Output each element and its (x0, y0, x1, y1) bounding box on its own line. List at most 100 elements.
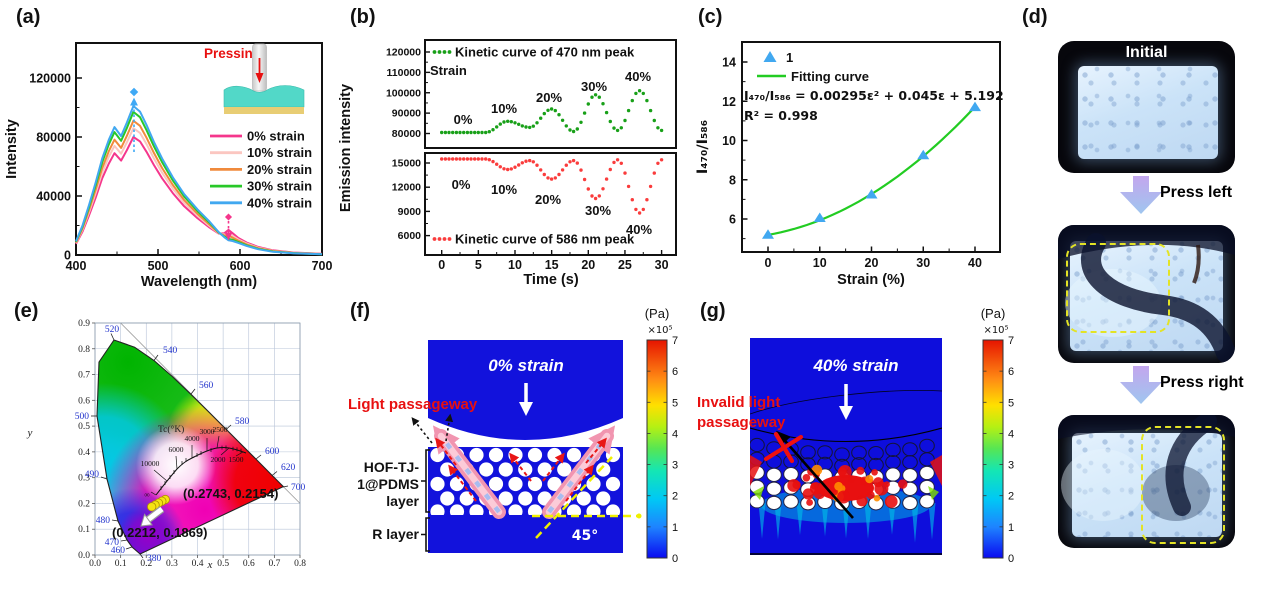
b-data-dot (491, 128, 495, 132)
b-data-dot (546, 108, 550, 113)
b-data-dot (549, 107, 554, 111)
g-passageway-label-line2: passageway (697, 414, 786, 431)
f-pore (430, 504, 445, 515)
b-x-tick-label: 15 (545, 258, 559, 272)
b-data-dot (469, 130, 473, 135)
b-y-tick-label: 80000 (392, 128, 421, 140)
b-data-dot (458, 130, 462, 135)
f-scatter-arrow-icon (509, 452, 532, 482)
b-data-dot (447, 130, 451, 135)
b-x-tick-label: 25 (618, 258, 632, 272)
b-data-dot (568, 128, 572, 132)
a-y-axis-title: Intensity (4, 119, 20, 179)
e-wavelength-tick (125, 546, 133, 550)
panel-b-tag: (b) (350, 6, 376, 28)
b-data-dot (440, 157, 444, 161)
e-x-tick-label: 0.2 (140, 559, 152, 569)
b-data-dot (623, 118, 627, 123)
f-pore (508, 447, 523, 463)
b-strain-annotation: 40% (626, 222, 652, 237)
substrate-layer-graphic (224, 107, 304, 114)
b-data-dot (517, 122, 521, 127)
e-wavelength-tick (110, 333, 115, 341)
c-x-axis-title: Strain (%) (837, 272, 905, 288)
b-data-dot (560, 168, 565, 172)
b-x-tick-label: 20 (581, 258, 595, 272)
b-top-curve-label: Kinetic curve of 470 nm peak (455, 45, 635, 60)
f-pore (469, 504, 484, 515)
b-data-dot (590, 95, 594, 99)
e-cct-title: Tc(°K) (158, 424, 184, 435)
b-data-dot (531, 124, 535, 128)
b-bottom-frame (424, 152, 677, 256)
b-data-dot (553, 176, 557, 180)
g-edge-stress (928, 486, 939, 500)
e-x-tick-label: 0.8 (294, 559, 306, 569)
c-y-tick-label: 10 (722, 134, 736, 148)
b-data-dot (462, 130, 466, 135)
f-pore (498, 491, 513, 506)
b-data-dot (634, 91, 638, 96)
colorbar-tick-label: 6 (1008, 366, 1014, 378)
e-wavelength-label: 580 (235, 417, 250, 427)
f-pore (537, 462, 552, 477)
g-pore (783, 494, 799, 509)
c-x-tick-label: 10 (813, 256, 827, 270)
b-strain-annotation: 30% (585, 203, 611, 218)
g-stress-blob (837, 490, 851, 504)
b-data-dot (443, 130, 448, 135)
e-cct-label: 1500 (229, 455, 244, 464)
f-layer1-label-line3: layer (386, 493, 419, 509)
b-data-dot (539, 116, 543, 120)
a-470nm-marker-icon (129, 87, 139, 97)
press-arrowhead-icon (255, 73, 264, 83)
luminescent-film (1072, 433, 1222, 537)
elastomer-layer-graphic (223, 85, 305, 108)
b-x-tick-label: 10 (508, 258, 522, 272)
e-cct-label: 2000 (211, 455, 226, 464)
b-data-dot (447, 157, 451, 161)
f-strain-label: 0% strain (488, 356, 564, 375)
b-data-dot (604, 110, 609, 115)
b-strain-annotation: 10% (491, 101, 517, 116)
e-wavelength-label: 520 (105, 325, 120, 335)
c-data-point (969, 101, 981, 112)
f-pore (547, 476, 562, 492)
f-layer1-label-line2: 1@PDMS (357, 476, 419, 492)
e-y-tick-label: 0.0 (78, 551, 90, 561)
b-data-dot (560, 118, 565, 123)
f-pore (586, 476, 601, 492)
f-pore (518, 462, 533, 477)
f-colorbar-unit: (Pa) (645, 306, 670, 321)
e-cct-label: 2500 (213, 425, 228, 434)
g-pore (783, 467, 799, 482)
g-colorbar-unit: (Pa) (981, 306, 1006, 321)
g-stress-blob (865, 475, 874, 484)
a-legend-label: 30% strain (247, 179, 312, 194)
g-stress-blob (806, 499, 813, 506)
f-pore (527, 447, 543, 463)
b-data-dot (582, 177, 587, 182)
b-data-dot (586, 102, 590, 106)
f-light-arrow-core (545, 432, 611, 516)
g-pore (902, 468, 918, 483)
f-pore (508, 504, 523, 515)
e-shift-arrow (145, 507, 164, 523)
f-scatter-arrow-icon (565, 464, 594, 502)
colorbar-tick-label: 0 (672, 553, 678, 565)
colorbar-tick-label: 1 (672, 522, 678, 534)
f-pore (498, 462, 513, 477)
f-pore (459, 491, 474, 506)
g-pore (885, 442, 901, 457)
b-y-tick-label: 120000 (386, 47, 421, 59)
f-press-arrowhead-icon (519, 402, 533, 416)
b-data-dot (484, 157, 488, 161)
e-cct-leader (216, 435, 220, 449)
c-data-point (762, 229, 774, 239)
b-data-dot (480, 157, 484, 161)
colorbar-tick-label: 3 (1008, 460, 1014, 472)
press-right-shadow-overlay (1058, 415, 1235, 521)
f-layer1-label-line1: HOF-TJ- (364, 459, 420, 475)
b-strain-annotation: 20% (536, 90, 562, 105)
